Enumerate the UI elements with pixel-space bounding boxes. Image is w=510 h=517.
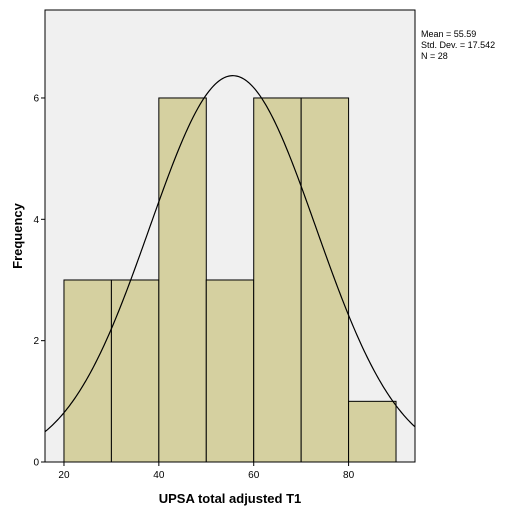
histogram-bar-3 bbox=[205, 279, 255, 463]
ticks-group: 20 40 60 80 0 2 4 6 bbox=[33, 93, 354, 481]
y-tick-label-2: 2 bbox=[33, 336, 39, 347]
y-tick-label-4: 4 bbox=[33, 215, 39, 226]
histogram-bar-6 bbox=[348, 400, 397, 463]
histogram-bar-4 bbox=[253, 97, 302, 463]
x-tick-label-60: 60 bbox=[248, 470, 260, 481]
y-tick-label-0: 0 bbox=[33, 458, 39, 469]
normal-curve bbox=[44, 75, 416, 433]
histogram-bar-0 bbox=[63, 279, 112, 463]
x-tick-label-80: 80 bbox=[343, 470, 355, 481]
axes-group bbox=[44, 10, 415, 463]
stats-std-dev: Std. Dev. = 17.542 bbox=[421, 40, 495, 50]
histogram-bar-2 bbox=[158, 97, 207, 463]
histogram-bar-1 bbox=[110, 279, 160, 463]
y-tick-label-6: 6 bbox=[33, 93, 39, 104]
x-tick-label-20: 20 bbox=[58, 470, 70, 481]
stats-mean: Mean = 55.59 bbox=[421, 29, 476, 39]
histogram-bar-5 bbox=[300, 97, 350, 463]
x-tick-label-40: 40 bbox=[153, 470, 165, 481]
y-axis-title: Frequency bbox=[10, 202, 25, 269]
bars-group bbox=[63, 97, 397, 463]
x-axis-title: UPSA total adjusted T1 bbox=[159, 491, 302, 506]
stats-n: N = 28 bbox=[421, 51, 448, 61]
